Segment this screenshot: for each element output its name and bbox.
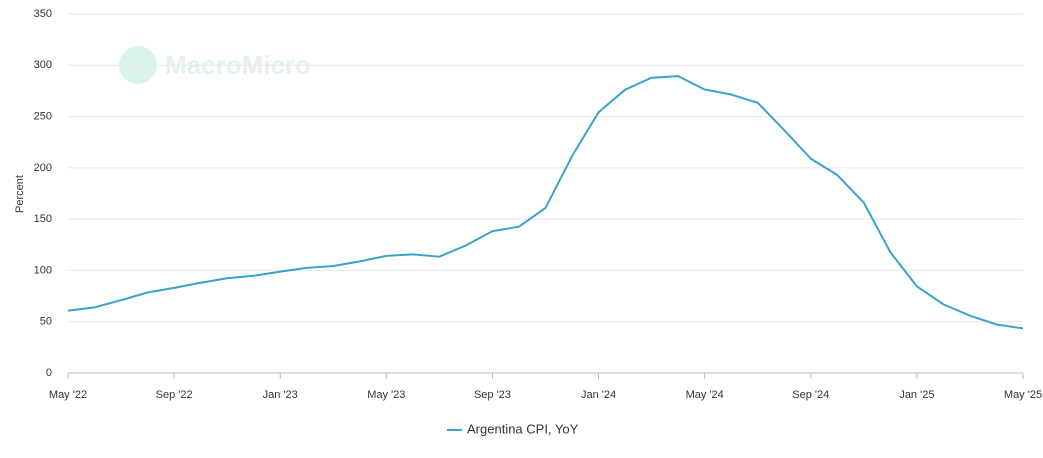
y-tick-label: 50 xyxy=(40,316,52,328)
y-tick-label: 250 xyxy=(34,110,52,122)
x-tick-label: Sep '23 xyxy=(474,389,511,401)
y-axis-label: Percent xyxy=(14,175,26,213)
y-tick-label: 0 xyxy=(46,367,52,379)
x-tick-label: Sep '22 xyxy=(156,389,193,401)
x-tick-label: May '23 xyxy=(367,389,405,401)
y-tick-label: 300 xyxy=(34,59,52,71)
y-tick-label: 100 xyxy=(34,264,52,276)
y-tick-label: 200 xyxy=(34,162,52,174)
x-tick-label: Jan '25 xyxy=(899,389,934,401)
x-tick-label: Jan '23 xyxy=(263,389,298,401)
x-tick-label: May '22 xyxy=(49,389,87,401)
x-tick-label: Jan '24 xyxy=(581,389,616,401)
x-tick-label: Sep '24 xyxy=(792,389,829,401)
legend-label: Argentina CPI, YoY xyxy=(467,421,579,436)
x-tick-label: May '24 xyxy=(686,389,724,401)
y-tick-label: 350 xyxy=(34,8,52,20)
line xyxy=(67,75,1024,330)
x-tick-label: May '25 xyxy=(1004,389,1042,401)
y-tick-label: 150 xyxy=(34,213,52,225)
